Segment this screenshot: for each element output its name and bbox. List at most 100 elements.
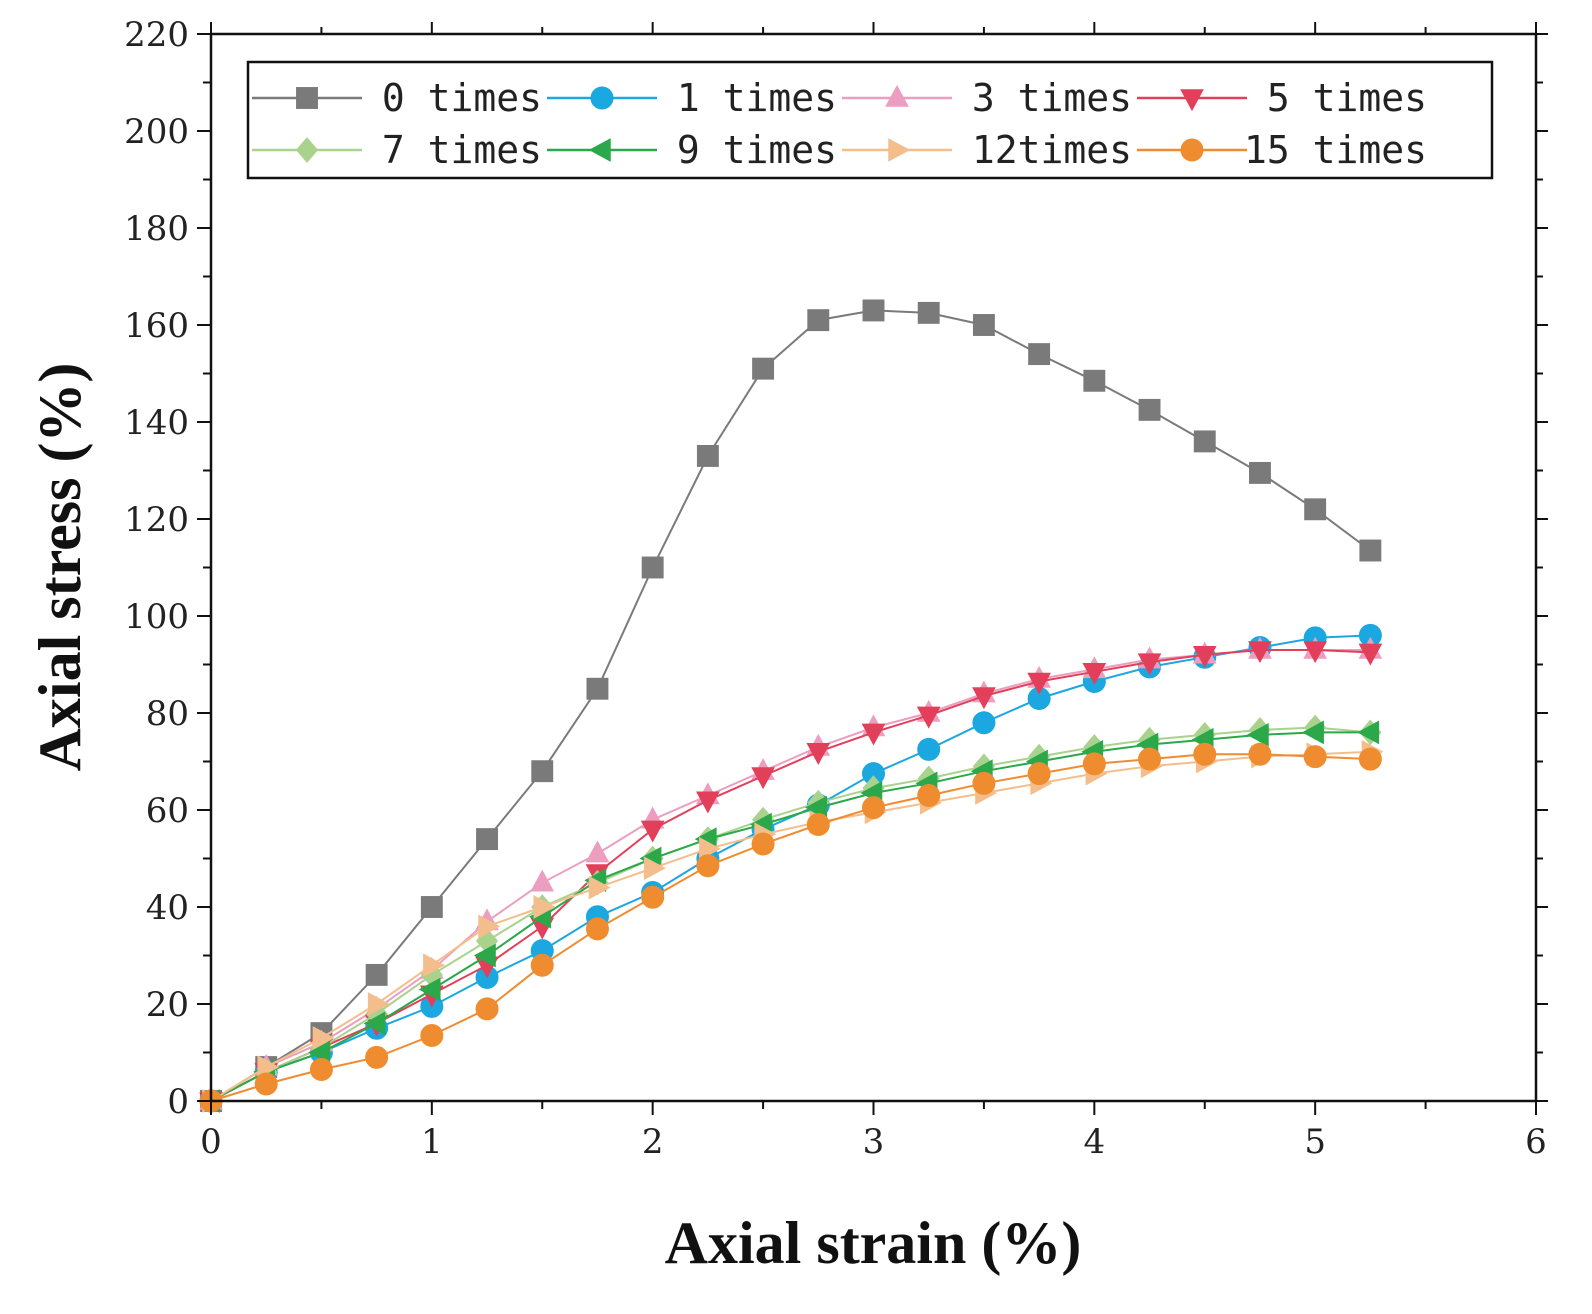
series-layer [197, 299, 1384, 1115]
series-15-times [199, 742, 1382, 1113]
data-point-15-times [862, 796, 885, 820]
legend-item-15-times: 15 times [1137, 128, 1427, 172]
y-tick-label: 0 [167, 1082, 189, 1122]
data-point-15-times [806, 813, 830, 837]
y-tick-label: 80 [146, 694, 189, 734]
data-point-12times [643, 856, 666, 881]
data-point-1-times [917, 737, 941, 761]
data-point-0-times [420, 896, 443, 918]
data-point-9-times [418, 977, 441, 1002]
data-point-0-times [752, 357, 775, 380]
data-point-0-times [696, 445, 719, 467]
data-point-12times [588, 875, 611, 900]
data-point-9-times [363, 1011, 386, 1036]
legend-marker [888, 138, 911, 162]
data-point-15-times [585, 917, 609, 941]
data-point-12times [367, 992, 390, 1016]
legend-marker [885, 84, 909, 107]
data-point-5-times [640, 820, 665, 843]
data-point-0-times [531, 760, 554, 783]
legend-label: 0 times [382, 76, 542, 120]
data-point-0-times [1083, 369, 1106, 392]
data-point-5-times [1248, 641, 1272, 664]
data-point-9-times [308, 1040, 331, 1065]
data-point-0-times [365, 963, 388, 986]
series-line-9-times [210, 731, 1371, 1102]
x-tick-label: 0 [200, 1122, 222, 1162]
data-point-15-times [1082, 752, 1106, 776]
x-tick-label: 5 [1304, 1122, 1326, 1162]
series-line-7-times [210, 726, 1371, 1102]
legend-label: 5 times [1267, 76, 1427, 120]
legend: 0 times 1 times 3 times 5 times 7 times 9 tim… [246, 60, 1494, 180]
legend-label: 7 times [382, 128, 542, 172]
data-point-5-times [806, 743, 831, 765]
data-point-3-times [585, 840, 610, 863]
data-point-0-times [476, 828, 498, 851]
y-tick-label: 200 [124, 112, 189, 152]
data-point-0-times [862, 299, 885, 322]
legend-item-1-times: 1 times [547, 76, 837, 120]
x-tick-label: 4 [1084, 1122, 1106, 1162]
data-point-15-times [365, 1045, 389, 1069]
data-point-0-times [1249, 461, 1271, 484]
data-point-9-times [1357, 720, 1380, 745]
data-point-5-times [916, 706, 941, 729]
data-point-15-times [1248, 742, 1272, 766]
series-line-12times [210, 750, 1371, 1102]
data-point-12times [478, 914, 501, 939]
legend-item-12times: 12times [842, 128, 1132, 172]
data-point-0-times [1304, 498, 1327, 521]
data-point-15-times [1358, 747, 1382, 771]
legend-marker [296, 87, 318, 109]
legend-marker [295, 137, 319, 163]
data-point-9-times [1246, 722, 1269, 747]
y-tick-label: 220 [124, 15, 189, 55]
y-axis-title: Axial stress (%) [27, 363, 93, 772]
data-point-0-times [1193, 430, 1216, 453]
data-point-5-times [1358, 643, 1383, 666]
legend-item-0-times: 0 times [252, 76, 542, 120]
data-point-5-times [1192, 646, 1217, 668]
x-tick-label: 3 [863, 1122, 885, 1162]
x-tick-label: 2 [642, 1122, 664, 1162]
data-point-15-times [972, 771, 996, 795]
legend-label: 9 times [677, 128, 837, 172]
data-point-5-times [1082, 663, 1107, 685]
legend-item-5-times: 5 times [1137, 76, 1427, 120]
data-point-3-times [530, 869, 555, 892]
data-point-15-times [1027, 762, 1051, 786]
legend-item-9-times: 9 times [547, 128, 837, 172]
data-point-12times [312, 1026, 335, 1050]
legend-label: 12times [972, 128, 1132, 172]
x-tick-label: 1 [421, 1122, 443, 1162]
series-line-15-times [210, 753, 1371, 1102]
data-point-5-times [751, 767, 775, 790]
y-tick-label: 100 [124, 597, 189, 637]
x-tick-label: 6 [1525, 1122, 1547, 1162]
data-point-9-times [805, 795, 828, 820]
y-tick-label: 40 [146, 888, 189, 928]
data-point-15-times [530, 953, 554, 977]
y-tick-label: 160 [124, 306, 189, 346]
data-point-15-times [696, 854, 720, 878]
data-point-9-times [473, 943, 496, 968]
data-point-5-times [1137, 653, 1162, 676]
data-point-0-times [972, 314, 995, 336]
data-point-15-times [475, 997, 499, 1021]
series-line-5-times [210, 649, 1371, 1102]
legend-items: 0 times 1 times 3 times 5 times 7 times 9 tim… [252, 76, 1427, 172]
legend-marker [1180, 89, 1204, 112]
data-point-0-times [641, 556, 664, 579]
data-point-1-times [972, 711, 996, 735]
y-tick-label: 180 [124, 209, 189, 249]
data-point-0-times [586, 677, 609, 700]
data-point-15-times [1138, 747, 1162, 771]
data-point-15-times [751, 832, 775, 856]
data-point-12times [533, 895, 556, 919]
series-line-3-times [210, 649, 1371, 1102]
legend-label: 15 times [1244, 128, 1427, 172]
data-point-5-times [696, 791, 720, 814]
